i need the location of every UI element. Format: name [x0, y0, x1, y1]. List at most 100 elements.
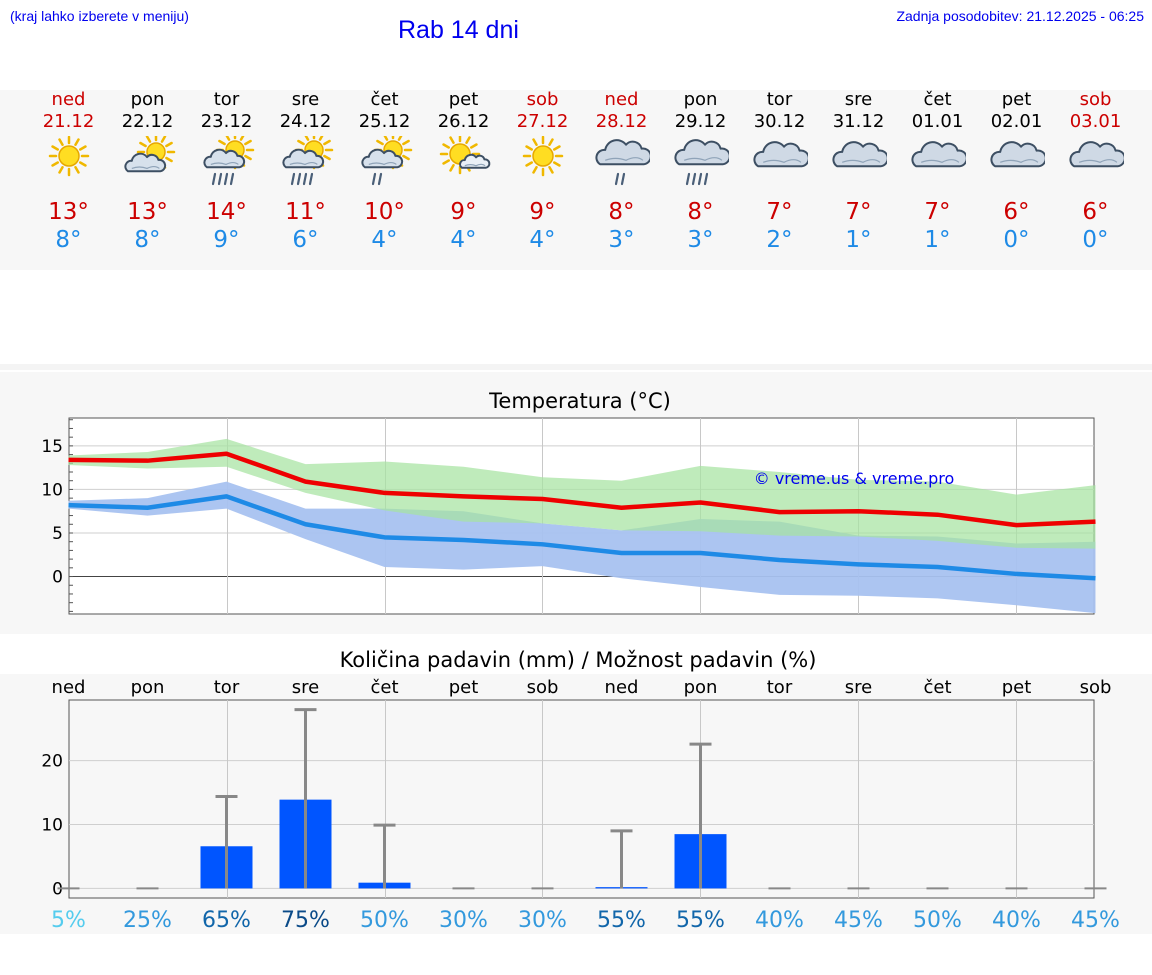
- min-temperature: 1°: [924, 227, 951, 253]
- category-label: sob: [527, 677, 559, 698]
- day-name: pet: [1001, 89, 1032, 110]
- max-temperature-band: [68, 438, 1096, 549]
- last-update: Zadnja posodobitev: 21.12.2025 - 06:25: [896, 8, 1144, 24]
- max-temperature: 13°: [48, 199, 89, 225]
- max-temperature: 6°: [1082, 199, 1109, 225]
- day-name: čet: [370, 89, 399, 110]
- category-label: tor: [767, 677, 793, 698]
- day-date: 21.12: [42, 111, 95, 132]
- category-label: pet: [1002, 677, 1032, 698]
- max-temperature: 6°: [1003, 199, 1030, 225]
- precip-probability: 50%: [913, 908, 962, 933]
- chart-title: Temperatura (°C): [488, 389, 671, 413]
- weather-icon: [594, 139, 650, 186]
- day-date: 23.12: [200, 111, 253, 132]
- day-name: sob: [526, 89, 559, 110]
- cloud-rain-icon: [673, 139, 729, 186]
- divider: [0, 364, 1152, 370]
- day-date: 31.12: [832, 111, 885, 132]
- day-name: sre: [844, 89, 873, 110]
- category-label: ned: [52, 677, 86, 698]
- precip-probability: 40%: [992, 908, 1041, 933]
- category-label: sre: [845, 677, 872, 698]
- min-temperature: 6°: [292, 227, 319, 253]
- category-label: pet: [449, 677, 479, 698]
- weather-icon: [910, 141, 966, 168]
- day-date: 26.12: [437, 111, 490, 132]
- precip-probability: 75%: [281, 908, 330, 933]
- precip-probability: 5%: [51, 908, 86, 933]
- weather-icon: [752, 141, 808, 168]
- weather-icon: [673, 139, 729, 186]
- weather-icon: [989, 141, 1045, 168]
- day-name: tor: [213, 89, 240, 110]
- precipitation-chart: Količina padavin (mm) / Možnost padavin …: [0, 648, 1152, 934]
- max-temperature: 9°: [529, 199, 556, 225]
- min-temperature: 2°: [766, 227, 793, 253]
- day-date: 27.12: [516, 111, 569, 132]
- category-label: sob: [1080, 677, 1112, 698]
- location-hint: (kraj lahko izberete v meniju): [10, 8, 189, 24]
- weather-icon: [831, 141, 887, 168]
- day-name: ned: [51, 89, 86, 110]
- day-name: ned: [604, 89, 639, 110]
- category-label: pon: [684, 677, 718, 698]
- min-temperature: 4°: [529, 227, 556, 253]
- min-temperature: 4°: [371, 227, 398, 253]
- cloud-icon: [831, 141, 887, 168]
- max-temperature: 11°: [285, 199, 326, 225]
- tick-label-y: 15: [41, 437, 63, 457]
- category-label: ned: [605, 677, 639, 698]
- sun-cloud-light-rain-icon: [360, 136, 412, 186]
- day-date: 01.01: [911, 111, 964, 132]
- cloud-icon: [910, 141, 966, 168]
- weather-icon: [202, 136, 254, 186]
- cloud-icon: [752, 141, 808, 168]
- day-date: 24.12: [279, 111, 332, 132]
- sun-cloud-icon: [123, 136, 175, 173]
- sun-cloud-rain-icon: [202, 136, 254, 186]
- max-temperature: 7°: [845, 199, 872, 225]
- min-temperature: 9°: [213, 227, 240, 253]
- day-name: pon: [130, 89, 165, 110]
- max-temperature: 9°: [450, 199, 477, 225]
- min-temperature: 0°: [1003, 227, 1030, 253]
- weather-icon: [360, 136, 412, 186]
- min-temperature: 1°: [845, 227, 872, 253]
- max-temperature: 13°: [127, 199, 168, 225]
- day-name: sre: [291, 89, 320, 110]
- category-label: tor: [214, 677, 240, 698]
- day-date: 25.12: [358, 111, 411, 132]
- min-temperature: 8°: [55, 227, 82, 253]
- min-temperature: 4°: [450, 227, 477, 253]
- max-temperature: 10°: [364, 199, 405, 225]
- category-label: pon: [131, 677, 165, 698]
- max-temperature: 8°: [687, 199, 714, 225]
- precip-probability: 65%: [202, 908, 251, 933]
- day-name: pet: [448, 89, 479, 110]
- min-temperature: 3°: [608, 227, 635, 253]
- precip-probability: 30%: [439, 908, 488, 933]
- day-name: tor: [766, 89, 793, 110]
- precip-probability: 50%: [360, 908, 409, 933]
- chart-title: Količina padavin (mm) / Možnost padavin …: [340, 648, 817, 672]
- tick-label-y: 5: [52, 524, 63, 544]
- precip-probability: 55%: [597, 908, 646, 933]
- precip-probability: 25%: [123, 908, 172, 933]
- temperature-chart-panel: Temperatura (°C) 0 5 10 15 © vreme.us & vreme…: [0, 372, 1152, 634]
- cloud-icon: [1068, 141, 1124, 168]
- day-name: čet: [923, 89, 952, 110]
- day-date: 28.12: [595, 111, 648, 132]
- precip-probability: 45%: [834, 908, 883, 933]
- sun-icon: [522, 136, 563, 177]
- day-date: 29.12: [674, 111, 727, 132]
- cloud-icon: [989, 141, 1045, 168]
- daily-forecast: ned 21.12 13° 8° pon 22.12 13° 8° tor 23.12 14° 9° s…: [0, 90, 1152, 270]
- sun-small-cloud-icon: [439, 136, 490, 175]
- tick-label-y: 20: [41, 752, 63, 772]
- precip-probability: 40%: [755, 908, 804, 933]
- day-date: 03.01: [1069, 111, 1122, 132]
- day-date: 22.12: [121, 111, 174, 132]
- day-date: 02.01: [990, 111, 1043, 132]
- category-label: sre: [292, 677, 319, 698]
